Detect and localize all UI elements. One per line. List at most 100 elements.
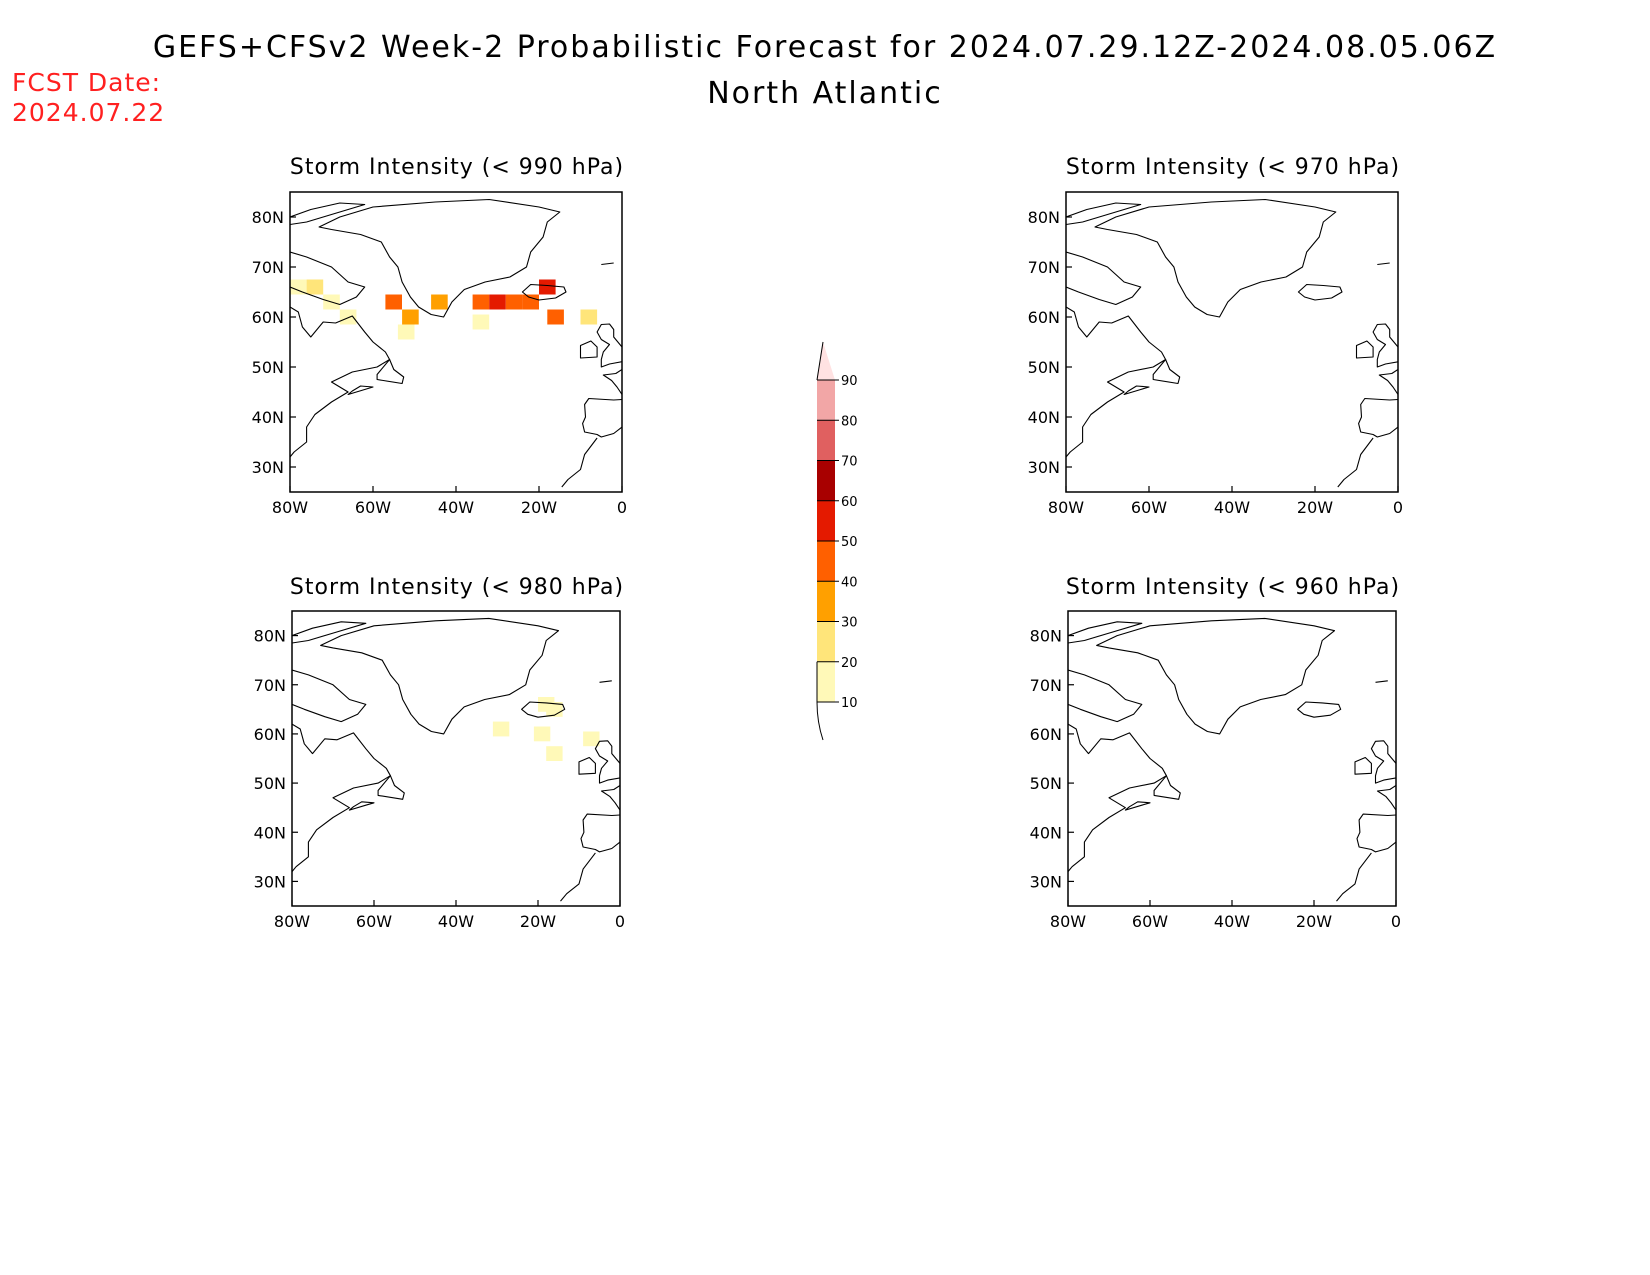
france-coast (1378, 369, 1398, 395)
jan-mayen-mark (1377, 262, 1390, 266)
baffin-coast (292, 669, 367, 723)
probability-colorbar: 10 20 30 40 50 60 70 80 90 (816, 341, 858, 741)
lon-tick-label: 0 (617, 498, 627, 517)
colorbar-label: 70 (841, 455, 858, 470)
lat-tick-label: 30N (254, 872, 286, 891)
colorbar-swatch (817, 500, 835, 542)
labrador-coast (1066, 306, 1167, 458)
britain-coast (1370, 740, 1396, 784)
panel-title: Storm Intensity (< 980 hPa) (290, 575, 624, 600)
jan-mayen-mark (601, 262, 614, 266)
region-subtitle: North Atlantic (707, 76, 943, 111)
panel-title: Storm Intensity (< 990 hPa) (290, 155, 624, 180)
morocco-coast (1337, 437, 1374, 488)
map-frame (1067, 610, 1397, 907)
ireland-coast (578, 756, 596, 775)
map-panel-p980: Storm Intensity (< 980 hPa) 80W 60W 40W 20W 0… (254, 575, 625, 931)
colorbar-swatch (817, 621, 835, 662)
iceland-coast (521, 701, 566, 718)
colorbar-swatch (817, 581, 835, 622)
probability-cell (385, 294, 402, 310)
nova-scotia-coast (347, 385, 374, 396)
colorbar-label: 60 (841, 495, 858, 510)
forecast-date-label: FCST Date: (12, 68, 162, 97)
lon-tick-label: 40W (1214, 498, 1250, 517)
baffin-coast (1068, 669, 1143, 723)
france-coast (1376, 785, 1396, 811)
probability-cell (492, 721, 510, 737)
greenland-coast (1096, 617, 1336, 735)
lon-tick-label: 80W (274, 912, 310, 931)
iberia-coast (580, 813, 620, 853)
probability-cell (533, 726, 551, 742)
lon-tick-label: 60W (356, 912, 392, 931)
probability-cell (339, 309, 357, 325)
greenland-coast (1094, 198, 1337, 318)
ireland-coast (1355, 340, 1374, 359)
map-frame (289, 191, 623, 493)
ellesmere-coast (292, 621, 367, 644)
map-frame (1065, 191, 1399, 493)
lat-tick-label: 40N (254, 823, 286, 842)
colorbar-swatch (817, 541, 835, 582)
lat-tick-label: 80N (254, 627, 286, 646)
probability-cell (539, 279, 556, 295)
iberia-coast (1356, 813, 1396, 853)
lat-tick-label: 30N (252, 458, 284, 477)
lon-tick-label: 20W (1296, 912, 1332, 931)
lon-tick-label: 40W (438, 498, 474, 517)
greenland-coast (320, 617, 560, 735)
lon-tick-label: 0 (1391, 912, 1401, 931)
colorbar-swatch (817, 420, 835, 461)
lon-tick-label: 40W (1214, 912, 1250, 931)
lat-tick-label: 80N (252, 208, 284, 227)
baffin-coast (1066, 251, 1142, 306)
colorbar-label: 10 (841, 696, 858, 711)
forecast-date-value: 2024.07.22 (12, 98, 166, 127)
lat-tick-label: 50N (1028, 358, 1060, 377)
nova-scotia-coast (1124, 801, 1151, 811)
colorbar-swatch (817, 661, 835, 703)
lon-tick-label: 20W (520, 912, 556, 931)
colorbar-top-edge (816, 341, 824, 381)
france-coast (602, 369, 622, 395)
colorbar-swatch (817, 380, 835, 421)
ireland-coast (579, 340, 598, 359)
morocco-coast (1336, 852, 1372, 902)
map-panel-p960: Storm Intensity (< 960 hPa) 80W 60W 40W 20W 0… (1030, 575, 1401, 931)
iberia-coast (1358, 397, 1398, 438)
newfoundland-coast (376, 358, 405, 385)
colorbar-label: 80 (841, 414, 858, 429)
probability-cell (580, 309, 598, 325)
iceland-coast (1297, 283, 1343, 301)
lat-tick-label: 40N (252, 408, 284, 427)
lat-tick-label: 40N (1028, 408, 1060, 427)
lat-tick-label: 60N (254, 725, 286, 744)
map-panel-p970: Storm Intensity (< 970 hPa) 80W 60W 40W 20W 0… (1028, 155, 1403, 517)
lat-tick-label: 70N (252, 258, 284, 277)
ellesmere-coast (1068, 621, 1143, 644)
probability-cell (472, 314, 490, 330)
lon-tick-label: 0 (1393, 498, 1403, 517)
colorbar-label: 40 (841, 575, 858, 590)
lon-tick-label: 60W (1131, 498, 1167, 517)
greenland-coast (318, 198, 561, 318)
lat-tick-label: 80N (1028, 208, 1060, 227)
newfoundland-coast (377, 775, 405, 800)
lat-tick-label: 50N (254, 774, 286, 793)
baffin-coast (290, 251, 366, 306)
lat-tick-label: 30N (1030, 872, 1062, 891)
lat-tick-label: 70N (1028, 258, 1060, 277)
morocco-coast (561, 437, 598, 488)
panel-title: Storm Intensity (< 970 hPa) (1066, 155, 1400, 180)
colorbar-label: 30 (841, 616, 858, 631)
nova-scotia-coast (1123, 385, 1150, 396)
lon-tick-label: 80W (272, 498, 308, 517)
lat-tick-label: 70N (1030, 676, 1062, 695)
france-coast (600, 785, 620, 811)
probability-cell (547, 309, 564, 325)
jan-mayen-mark (1375, 680, 1388, 683)
lat-tick-label: 50N (252, 358, 284, 377)
lon-tick-label: 80W (1050, 912, 1086, 931)
